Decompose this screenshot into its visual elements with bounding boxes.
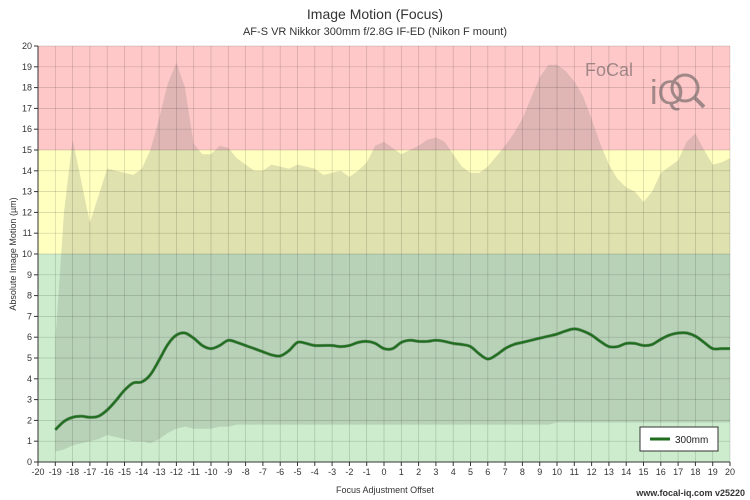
x-axis-label: Focus Adjustment Offset: [336, 485, 434, 495]
x-tick-label: 13: [604, 467, 614, 477]
x-tick-label: 10: [552, 467, 562, 477]
x-tick-label: 3: [433, 467, 438, 477]
x-tick-label: 1: [399, 467, 404, 477]
magnifier-handle-icon: [692, 95, 706, 109]
x-tick-label: -13: [153, 467, 166, 477]
y-tick-label: 1: [27, 436, 32, 446]
x-tick-label: -18: [66, 467, 79, 477]
x-tick-label: 17: [673, 467, 683, 477]
x-tick-label: -2: [345, 467, 353, 477]
x-tick-label: -8: [242, 467, 250, 477]
y-tick-label: 11: [23, 228, 32, 238]
y-tick-label: 8: [27, 291, 32, 301]
x-tick-label: 20: [725, 467, 735, 477]
x-tick-label: -15: [118, 467, 131, 477]
x-tick-label: -11: [188, 467, 200, 477]
zone-1: [38, 150, 730, 254]
x-tick-label: 12: [587, 467, 597, 477]
x-tick-label: 7: [503, 467, 508, 477]
x-tick-label: 8: [520, 467, 525, 477]
x-tick-label: 9: [537, 467, 542, 477]
y-tick-label: 4: [27, 374, 32, 384]
x-tick-label: -17: [83, 467, 96, 477]
chart-title: Image Motion (Focus): [307, 6, 443, 22]
x-tick-label: -6: [276, 467, 284, 477]
focal-iq-logo: FoCal iQ: [585, 60, 706, 112]
x-tick-label: -16: [101, 467, 114, 477]
chart-subtitle: AF-S VR Nikkor 300mm f/2.8G IF-ED (Nikon…: [243, 26, 507, 38]
logo-text-bottom: iQ: [650, 74, 684, 112]
y-tick-label: 7: [27, 311, 32, 321]
y-tick-label: 2: [27, 415, 32, 425]
x-tick-label: 15: [638, 467, 648, 477]
x-tick-label: -9: [224, 467, 232, 477]
y-axis-label: Absolute Image Motion (µm): [8, 197, 18, 310]
x-tick-label: 5: [468, 467, 473, 477]
x-tick-label: -1: [363, 467, 371, 477]
x-tick-label: 4: [451, 467, 456, 477]
x-tick-label: -12: [170, 467, 183, 477]
y-tick-label: 16: [22, 124, 32, 134]
y-tick-label: 3: [27, 395, 32, 405]
x-tick-label: -4: [311, 467, 319, 477]
motion-range-band: [55, 62, 731, 452]
x-tick-label: 2: [416, 467, 421, 477]
y-tick-label: 14: [22, 166, 32, 176]
axes: -20 -19 -18 -17 -16 -15 -14 -13 -12 -11 -10 -9 -8 -7-…: [22, 41, 735, 477]
x-tick-label: 0: [381, 467, 386, 477]
footer-version: www.focal-iq.com v25220: [635, 488, 745, 498]
x-tick-label: -19: [49, 467, 62, 477]
x-tick-label: -10: [204, 467, 217, 477]
x-tick-label: 18: [690, 467, 700, 477]
y-tick-label: 13: [22, 187, 32, 197]
y-tick-label: 18: [22, 83, 32, 93]
grid-lines: [37, 45, 731, 463]
y-tick-label: 6: [27, 332, 32, 342]
y-tick-label: 5: [27, 353, 32, 363]
y-tick-label: 9: [27, 270, 32, 280]
x-tick-label: 14: [621, 467, 631, 477]
magnifier-icon: [670, 73, 700, 103]
x-tick-label: -5: [293, 467, 301, 477]
x-tick-label: -7: [259, 467, 267, 477]
x-tick-label: -3: [328, 467, 336, 477]
y-tick-label: 12: [22, 207, 32, 217]
x-tick-label: 19: [708, 467, 718, 477]
zone-0: [38, 254, 730, 462]
y-tick-label: 20: [22, 41, 32, 51]
legend-label-300mm: 300mm: [675, 435, 708, 446]
legend: 300mm: [639, 426, 719, 452]
zone-2: [38, 46, 730, 150]
x-tick-label: 11: [570, 467, 579, 477]
y-tick-label: 15: [22, 145, 32, 155]
motion-band-area: [55, 62, 731, 452]
series-line-300mm: [54, 327, 730, 431]
y-tick-label: 17: [22, 103, 32, 113]
x-tick-label: 16: [656, 467, 666, 477]
y-tick-label: 0: [27, 457, 32, 467]
quality-zones: [38, 46, 730, 462]
x-tick-label: -14: [135, 467, 148, 477]
x-tick-label: -20: [31, 467, 44, 477]
y-tick-label: 10: [22, 249, 32, 259]
y-tick-label: 19: [22, 62, 32, 72]
x-tick-label: 6: [485, 467, 490, 477]
series-layer: [54, 327, 730, 431]
logo-text-top: FoCal: [585, 60, 633, 80]
